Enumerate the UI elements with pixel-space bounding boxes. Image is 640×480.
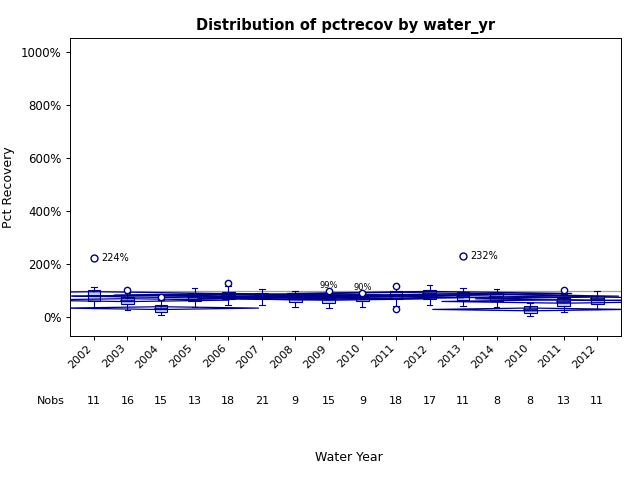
Text: 9: 9 — [359, 396, 366, 406]
Text: 11: 11 — [456, 396, 470, 406]
Text: 90%: 90% — [353, 283, 372, 292]
Text: 15: 15 — [154, 396, 168, 406]
Bar — [255, 293, 268, 300]
Text: 18: 18 — [221, 396, 235, 406]
Text: 21: 21 — [255, 396, 269, 406]
Text: Water Year: Water Year — [315, 451, 383, 464]
Y-axis label: Pct Recovery: Pct Recovery — [2, 146, 15, 228]
Text: Nobs: Nobs — [37, 396, 65, 406]
Text: 224%: 224% — [101, 253, 129, 263]
Bar — [423, 289, 436, 299]
Title: Distribution of pctrecov by water_yr: Distribution of pctrecov by water_yr — [196, 18, 495, 34]
Text: 232%: 232% — [470, 251, 498, 261]
Text: 99%: 99% — [319, 281, 338, 290]
Bar — [591, 296, 604, 303]
Text: 8: 8 — [527, 396, 534, 406]
Bar — [490, 293, 503, 301]
Bar — [188, 293, 201, 301]
Text: 15: 15 — [322, 396, 336, 406]
Text: 11: 11 — [590, 396, 604, 406]
Bar — [524, 306, 536, 312]
Bar — [390, 291, 403, 300]
Text: 11: 11 — [87, 396, 101, 406]
Bar — [457, 292, 470, 300]
Text: 16: 16 — [120, 396, 134, 406]
Bar — [222, 292, 234, 300]
Bar — [88, 290, 100, 301]
Text: 13: 13 — [557, 396, 571, 406]
Bar — [155, 305, 168, 312]
Text: 8: 8 — [493, 396, 500, 406]
Text: 17: 17 — [422, 396, 436, 406]
Bar — [289, 296, 301, 302]
Bar — [557, 298, 570, 306]
Text: 13: 13 — [188, 396, 202, 406]
Text: 18: 18 — [389, 396, 403, 406]
Bar — [323, 296, 335, 303]
Bar — [121, 298, 134, 304]
Text: 9: 9 — [292, 396, 299, 406]
Bar — [356, 295, 369, 301]
